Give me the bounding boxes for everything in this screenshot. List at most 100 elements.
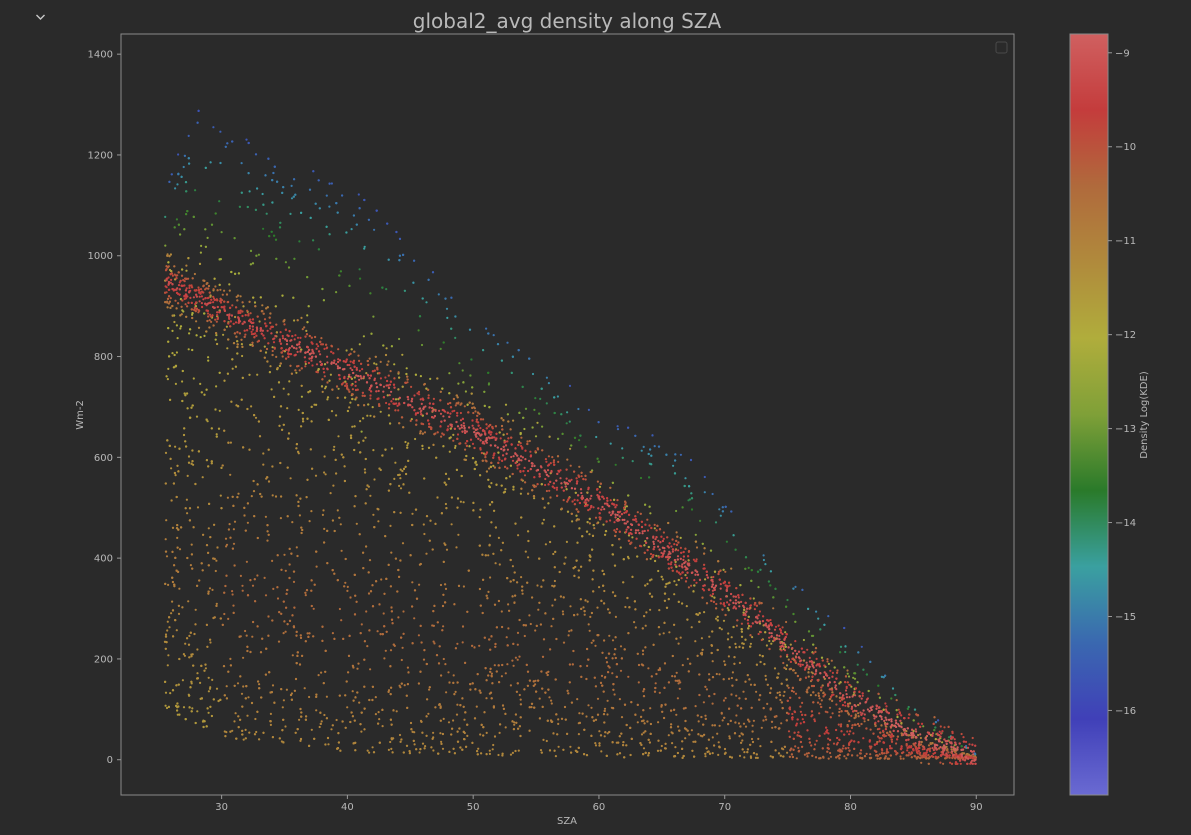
scatter-point (744, 725, 748, 728)
scatter-point (243, 506, 246, 509)
scatter-point (296, 651, 299, 654)
scatter-point (295, 662, 298, 665)
scatter-point (568, 384, 572, 387)
scatter-point (267, 480, 271, 483)
scatter-point (471, 402, 474, 405)
scatter-point (784, 645, 787, 648)
scatter-point (191, 316, 194, 320)
scatter-point (398, 259, 401, 262)
scatter-point (779, 754, 782, 757)
scatter-point (279, 405, 283, 408)
scatter-point (294, 731, 297, 734)
scatter-point (779, 698, 782, 702)
scatter-point (289, 477, 292, 480)
scatter-point (220, 231, 223, 234)
scatter-point (574, 491, 577, 494)
scatter-point (173, 564, 176, 567)
scatter-point (226, 347, 229, 350)
scatter-point (614, 648, 617, 651)
scatter-point (600, 599, 603, 603)
scatter-point (857, 703, 860, 707)
scatter-point (633, 621, 636, 624)
scatter-point (371, 605, 375, 608)
scatter-point (694, 533, 697, 536)
scatter-point (485, 594, 488, 597)
scatter-point (591, 534, 595, 538)
scatter-point (225, 574, 228, 577)
scatter-point (577, 746, 580, 750)
scatter-point (204, 245, 207, 248)
scatter-point (695, 613, 698, 616)
scatter-point (196, 710, 199, 713)
scatter-point (444, 502, 447, 506)
scatter-point (401, 469, 404, 473)
scatter-point (452, 681, 455, 685)
scatter-point (185, 190, 188, 193)
scatter-point (576, 541, 579, 544)
scatter-point (187, 643, 191, 646)
scatter-point (190, 680, 193, 683)
scatter-point (663, 621, 666, 625)
scatter-point (297, 504, 300, 508)
scatter-point (560, 413, 563, 416)
scatter-point (251, 584, 255, 587)
scatter-point (195, 320, 198, 323)
scatter-point (335, 718, 338, 722)
scatter-point (235, 295, 238, 298)
scatter-point (264, 515, 267, 518)
scatter-point (598, 742, 601, 745)
scatter-point (288, 380, 291, 383)
scatter-point (587, 704, 590, 707)
scatter-point (660, 575, 663, 578)
scatter-point (644, 624, 647, 627)
scatter-point (411, 642, 414, 645)
scatter-point (439, 719, 442, 722)
scatter-point (282, 186, 285, 189)
scatter-point (468, 328, 472, 331)
scatter-point (194, 721, 197, 725)
scatter-point (208, 502, 211, 505)
scatter-point (553, 749, 556, 752)
scatter-point (724, 751, 727, 755)
scatter-point (237, 492, 240, 495)
scatter-point (181, 399, 184, 403)
scatter-point (252, 296, 255, 299)
scatter-point (782, 694, 785, 697)
scatter-point (187, 600, 190, 603)
scatter-point (532, 495, 536, 498)
scatter-point (751, 724, 754, 727)
scatter-point (590, 641, 593, 644)
scatter-point (241, 584, 244, 587)
collapse-toggle[interactable] (33, 9, 49, 25)
scatter-point (708, 635, 711, 638)
scatter-point (168, 255, 171, 258)
scatter-point (570, 751, 573, 754)
scatter-point (344, 726, 347, 729)
scatter-point (431, 624, 434, 627)
scatter-point (537, 608, 540, 611)
scatter-point (619, 645, 623, 648)
scatter-point (278, 611, 281, 614)
scatter-point (461, 369, 464, 372)
scatter-point (408, 491, 411, 494)
scatter-point (673, 623, 676, 626)
scatter-point (351, 397, 354, 401)
scatter-point (383, 592, 386, 595)
scatter-point (336, 579, 339, 582)
scatter-point (401, 385, 404, 388)
scatter-point (640, 733, 644, 736)
scatter-point (667, 734, 670, 737)
scatter-point (218, 409, 221, 412)
scatter-point (363, 468, 366, 471)
scatter-point (366, 645, 369, 648)
scatter-point (618, 752, 622, 755)
scatter-point (807, 630, 811, 633)
scatter-point (585, 754, 589, 757)
scatter-point (344, 396, 347, 399)
scatter-point (267, 448, 270, 451)
scatter-point (419, 748, 422, 751)
scatter-point (445, 483, 448, 486)
scatter-point (538, 697, 541, 700)
scatter-point (812, 643, 815, 646)
scatter-point (555, 637, 558, 641)
